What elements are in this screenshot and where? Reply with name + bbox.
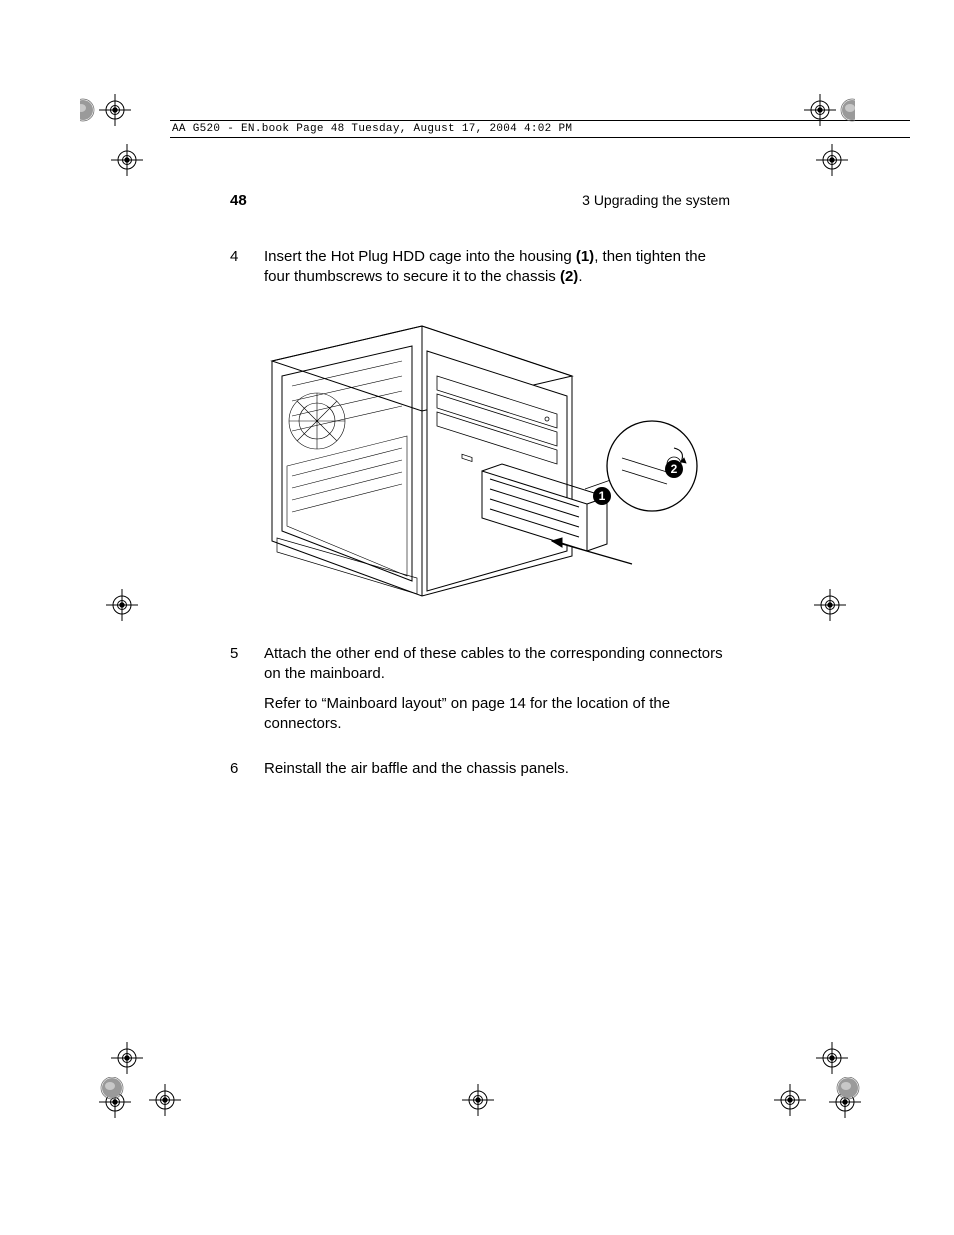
svg-text:1: 1 (599, 489, 606, 503)
step-text: Attach the other end of these cables to … (264, 644, 730, 745)
step-number: 6 (230, 759, 264, 789)
instruction-step: 4Insert the Hot Plug HDD cage into the h… (230, 247, 730, 298)
chapter-title: 3 Upgrading the system (582, 192, 730, 208)
registration-mark-icon (755, 1075, 825, 1125)
registration-mark-icon (92, 135, 162, 185)
step-paragraph: Insert the Hot Plug HDD cage into the ho… (264, 247, 730, 288)
registration-mark-icon (785, 85, 855, 135)
registration-mark-icon (795, 580, 865, 630)
instruction-step: 5Attach the other end of these cables to… (230, 644, 730, 745)
registration-mark-icon (87, 580, 157, 630)
page-header: 48 3 Upgrading the system (230, 192, 730, 209)
registration-mark-icon (797, 135, 867, 185)
hdd-cage-figure: 12 (252, 316, 702, 616)
step-text: Reinstall the air baffle and the chassis… (264, 759, 730, 789)
page-content: 48 3 Upgrading the system 4Insert the Ho… (230, 192, 730, 803)
registration-mark-icon (80, 85, 150, 135)
step-paragraph: Refer to “Mainboard layout” on page 14 f… (264, 694, 730, 735)
step-number: 4 (230, 247, 264, 298)
page-number: 48 (230, 192, 247, 209)
step-paragraph: Reinstall the air baffle and the chassis… (264, 759, 730, 779)
registration-mark-icon (130, 1075, 200, 1125)
step-number: 5 (230, 644, 264, 745)
step-text: Insert the Hot Plug HDD cage into the ho… (264, 247, 730, 298)
instruction-step: 6Reinstall the air baffle and the chassi… (230, 759, 730, 789)
step-paragraph: Attach the other end of these cables to … (264, 644, 730, 685)
registration-mark-icon (443, 1075, 513, 1125)
svg-text:2: 2 (671, 462, 678, 476)
